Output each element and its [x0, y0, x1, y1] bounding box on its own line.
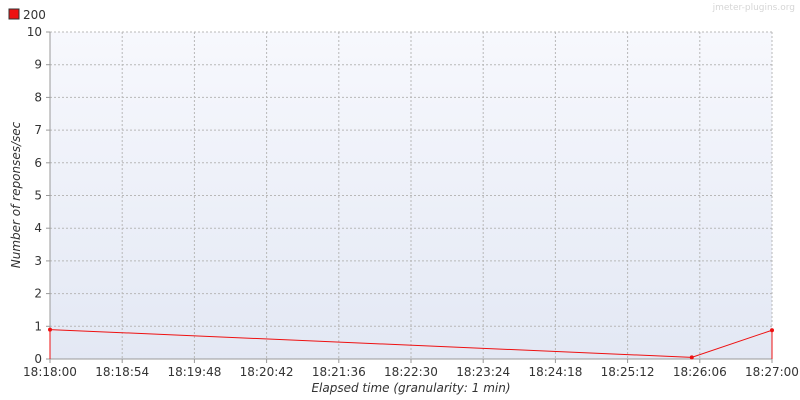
y-tick-label: 7 [34, 123, 42, 137]
y-tick-label: 3 [34, 254, 42, 268]
y-tick-label: 9 [34, 58, 42, 72]
grid-lines [46, 31, 773, 363]
y-tick-labels: 0 1 2 3 4 5 6 7 8 9 10 [27, 25, 42, 366]
watermark-text: jmeter-plugins.org [712, 3, 795, 13]
y-tick-label: 2 [34, 287, 42, 301]
data-point [689, 355, 694, 360]
x-tick-label: 18:25:12 [601, 365, 655, 379]
x-tick-label: 18:27:00 [745, 365, 799, 379]
legend-label: 200 [23, 8, 46, 22]
x-tick-label: 18:23:24 [456, 365, 510, 379]
x-tick-label: 18:24:18 [528, 365, 582, 379]
legend: 200 [8, 8, 46, 22]
y-tick-label: 1 [34, 319, 42, 333]
x-tick-label: 18:26:06 [673, 365, 727, 379]
x-tick-label: 18:21:36 [312, 365, 366, 379]
y-tick-label: 10 [27, 25, 42, 39]
data-point [48, 327, 52, 332]
data-point [770, 328, 774, 333]
legend-swatch [8, 8, 20, 20]
y-tick-label: 4 [34, 221, 42, 235]
x-tick-label: 18:19:48 [167, 365, 221, 379]
x-tick-label: 18:18:00 [23, 365, 77, 379]
y-tick-label: 6 [34, 156, 42, 170]
y-tick-label: 0 [34, 352, 42, 366]
x-tick-labels: 18:18:00 18:18:54 18:19:48 18:20:42 18:21:36… [23, 365, 799, 379]
axes [49, 32, 772, 360]
x-tick-label: 18:22:30 [384, 365, 438, 379]
x-tick-label: 18:20:42 [240, 365, 294, 379]
y-axis-title: Number of reponses/sec [9, 121, 23, 268]
y-tick-label: 8 [34, 90, 42, 104]
x-axis-title: Elapsed time (granularity: 1 min) [311, 381, 510, 395]
series-layer [48, 327, 774, 360]
y-tick-label: 5 [34, 189, 42, 203]
x-tick-label: 18:18:54 [95, 365, 149, 379]
